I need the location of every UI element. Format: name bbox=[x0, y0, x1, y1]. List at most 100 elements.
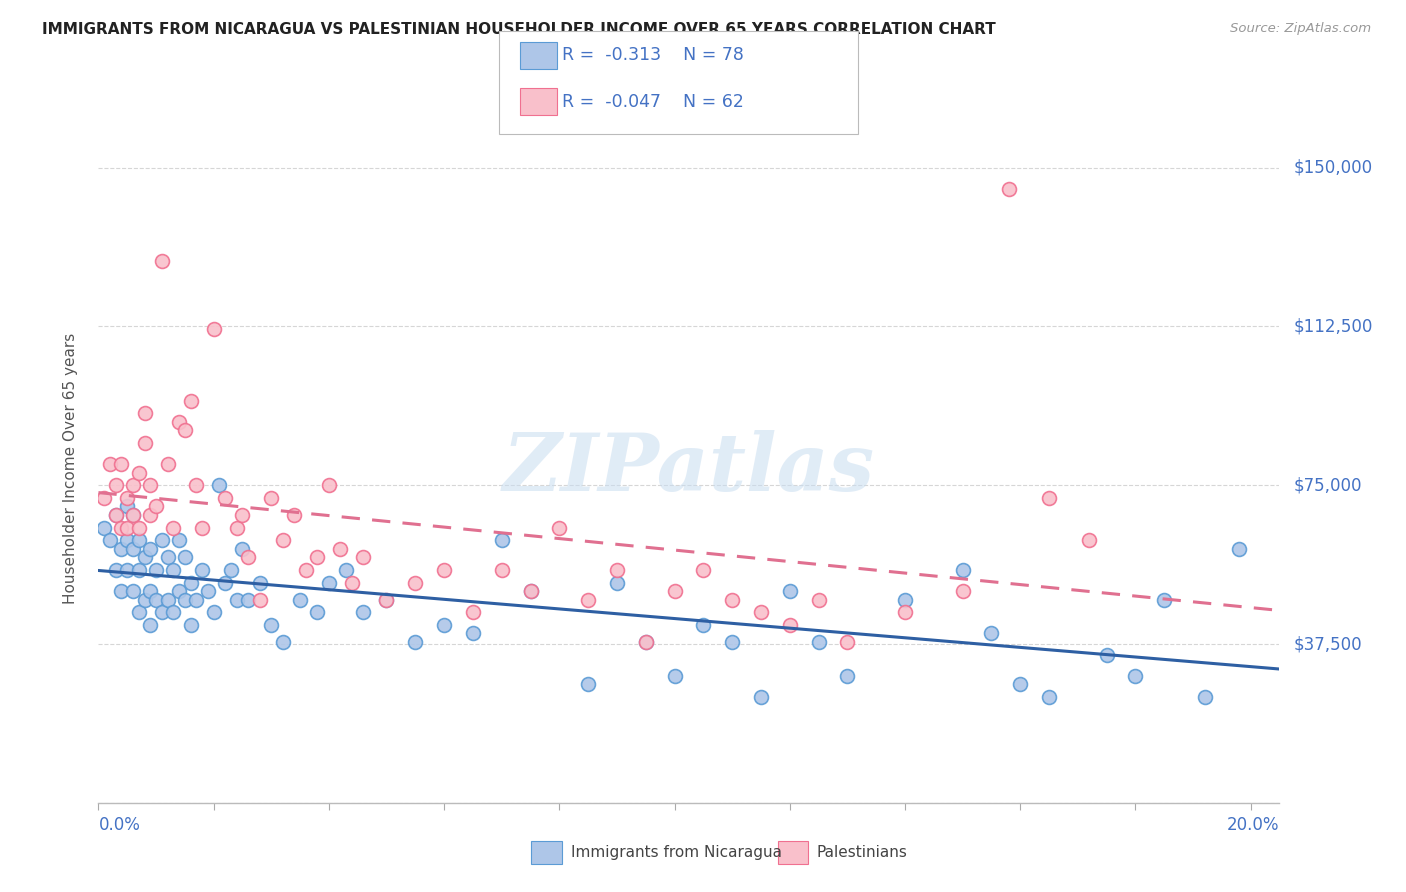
Point bbox=[219, 563, 242, 577]
Point bbox=[352, 550, 374, 565]
Point bbox=[225, 520, 247, 534]
Point bbox=[156, 592, 179, 607]
Point bbox=[156, 457, 179, 471]
Point bbox=[980, 626, 1002, 640]
Point bbox=[191, 563, 214, 577]
Point bbox=[375, 592, 398, 607]
Point bbox=[202, 321, 225, 335]
Point bbox=[167, 533, 190, 548]
Point bbox=[260, 491, 283, 505]
Point bbox=[952, 563, 974, 577]
Point bbox=[104, 508, 127, 522]
Point bbox=[340, 575, 363, 590]
Point bbox=[404, 635, 426, 649]
Text: Immigrants from Nicaragua: Immigrants from Nicaragua bbox=[571, 846, 782, 860]
Point bbox=[122, 584, 145, 599]
Point bbox=[115, 563, 138, 577]
Point bbox=[260, 618, 283, 632]
Point bbox=[225, 592, 247, 607]
Point bbox=[122, 478, 145, 492]
Point bbox=[98, 533, 121, 548]
Point bbox=[1078, 533, 1101, 548]
Point bbox=[150, 253, 173, 268]
Point bbox=[249, 592, 271, 607]
Point bbox=[115, 500, 138, 514]
Point bbox=[128, 533, 150, 548]
Point bbox=[433, 563, 456, 577]
Point bbox=[634, 635, 657, 649]
Point bbox=[461, 605, 484, 619]
Text: 0.0%: 0.0% bbox=[98, 816, 141, 834]
Point bbox=[214, 575, 236, 590]
Point bbox=[93, 520, 115, 534]
Point bbox=[115, 533, 138, 548]
Point bbox=[110, 541, 132, 556]
Point bbox=[307, 605, 329, 619]
Point bbox=[167, 584, 190, 599]
Point bbox=[180, 618, 202, 632]
Point bbox=[606, 563, 628, 577]
Point bbox=[335, 563, 357, 577]
Point bbox=[139, 584, 162, 599]
Point bbox=[721, 635, 744, 649]
Point bbox=[519, 584, 541, 599]
Text: $75,000: $75,000 bbox=[1294, 476, 1362, 494]
Point bbox=[145, 500, 167, 514]
Point bbox=[128, 563, 150, 577]
Y-axis label: Householder Income Over 65 years: Householder Income Over 65 years bbox=[63, 333, 77, 604]
Text: $37,500: $37,500 bbox=[1294, 635, 1362, 653]
Point bbox=[145, 592, 167, 607]
Point bbox=[997, 182, 1019, 196]
Point bbox=[295, 563, 318, 577]
Text: 20.0%: 20.0% bbox=[1227, 816, 1279, 834]
Point bbox=[318, 575, 340, 590]
Point bbox=[110, 584, 132, 599]
Point bbox=[1010, 677, 1032, 691]
Point bbox=[122, 541, 145, 556]
Point bbox=[807, 635, 830, 649]
Point bbox=[139, 618, 162, 632]
Point bbox=[352, 605, 374, 619]
Point bbox=[110, 520, 132, 534]
Text: IMMIGRANTS FROM NICARAGUA VS PALESTINIAN HOUSEHOLDER INCOME OVER 65 YEARS CORREL: IMMIGRANTS FROM NICARAGUA VS PALESTINIAN… bbox=[42, 22, 995, 37]
Point bbox=[150, 533, 173, 548]
Point bbox=[307, 550, 329, 565]
Point bbox=[1038, 690, 1060, 704]
Point bbox=[104, 508, 127, 522]
Text: ZIPatlas: ZIPatlas bbox=[503, 430, 875, 507]
Point bbox=[186, 478, 208, 492]
Point bbox=[238, 550, 260, 565]
Point bbox=[134, 550, 156, 565]
Point bbox=[692, 618, 714, 632]
Point bbox=[664, 669, 686, 683]
Point bbox=[721, 592, 744, 607]
Point bbox=[1038, 491, 1060, 505]
Point bbox=[173, 592, 195, 607]
Point bbox=[491, 533, 513, 548]
Point bbox=[128, 605, 150, 619]
Point bbox=[404, 575, 426, 590]
Point bbox=[134, 436, 156, 450]
Point bbox=[238, 592, 260, 607]
Point bbox=[134, 592, 156, 607]
Point bbox=[634, 635, 657, 649]
Point bbox=[173, 550, 195, 565]
Point bbox=[576, 677, 599, 691]
Point bbox=[110, 457, 132, 471]
Point bbox=[93, 491, 115, 505]
Point bbox=[104, 478, 127, 492]
Point bbox=[837, 635, 859, 649]
Point bbox=[664, 584, 686, 599]
Text: R =  -0.313    N = 78: R = -0.313 N = 78 bbox=[562, 46, 744, 64]
Point bbox=[1095, 648, 1118, 662]
Point bbox=[128, 520, 150, 534]
Point bbox=[807, 592, 830, 607]
Text: $112,500: $112,500 bbox=[1294, 318, 1372, 335]
Point bbox=[894, 605, 917, 619]
Point bbox=[197, 584, 219, 599]
Point bbox=[271, 533, 294, 548]
Point bbox=[779, 618, 801, 632]
Point bbox=[162, 563, 184, 577]
Point bbox=[115, 520, 138, 534]
Point bbox=[433, 618, 456, 632]
